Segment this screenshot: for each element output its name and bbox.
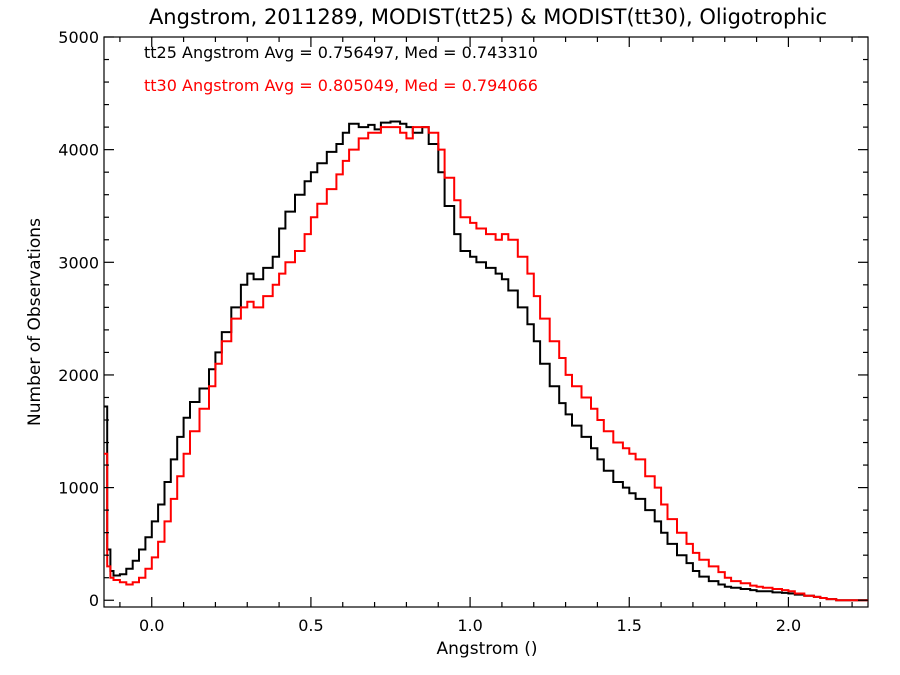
plot-frame xyxy=(103,36,869,608)
series-line-tt25 xyxy=(104,120,868,602)
x-axis-label: Angstrom () xyxy=(437,639,538,659)
x-tick-label: 2.0 xyxy=(776,616,801,635)
legend-entry-tt30: tt30 Angstrom Avg = 0.805049, Med = 0.79… xyxy=(144,76,538,95)
x-tick-label: 0.0 xyxy=(139,616,164,635)
y-tick-label: 2000 xyxy=(58,366,99,385)
chart-title: Angstrom, 2011289, MODIST(tt25) & MODIST… xyxy=(149,5,827,29)
series-line-tt30 xyxy=(104,126,868,602)
ticks-layer: 0.0 0.5 1.0 1.5 2.0 0 1000 2000 3000 4000 5000 xyxy=(58,28,868,635)
y-tick-label: 5000 xyxy=(58,28,99,47)
series-layer xyxy=(104,120,868,602)
x-tick-label: 0.5 xyxy=(298,616,323,635)
y-tick-label: 3000 xyxy=(58,253,99,272)
x-tick-label: 1.5 xyxy=(617,616,642,635)
legend-entry-tt25: tt25 Angstrom Avg = 0.756497, Med = 0.74… xyxy=(144,43,538,62)
y-tick-label: 1000 xyxy=(58,479,99,498)
y-tick-label: 0 xyxy=(89,591,99,610)
plot-area: 0.0 0.5 1.0 1.5 2.0 0 1000 2000 3000 4000 5000 xyxy=(58,28,869,635)
y-tick-label: 4000 xyxy=(58,141,99,160)
x-tick-label: 1.0 xyxy=(457,616,482,635)
legend: tt25 Angstrom Avg = 0.756497, Med = 0.74… xyxy=(144,43,538,95)
y-axis-label: Number of Observations xyxy=(25,218,45,426)
